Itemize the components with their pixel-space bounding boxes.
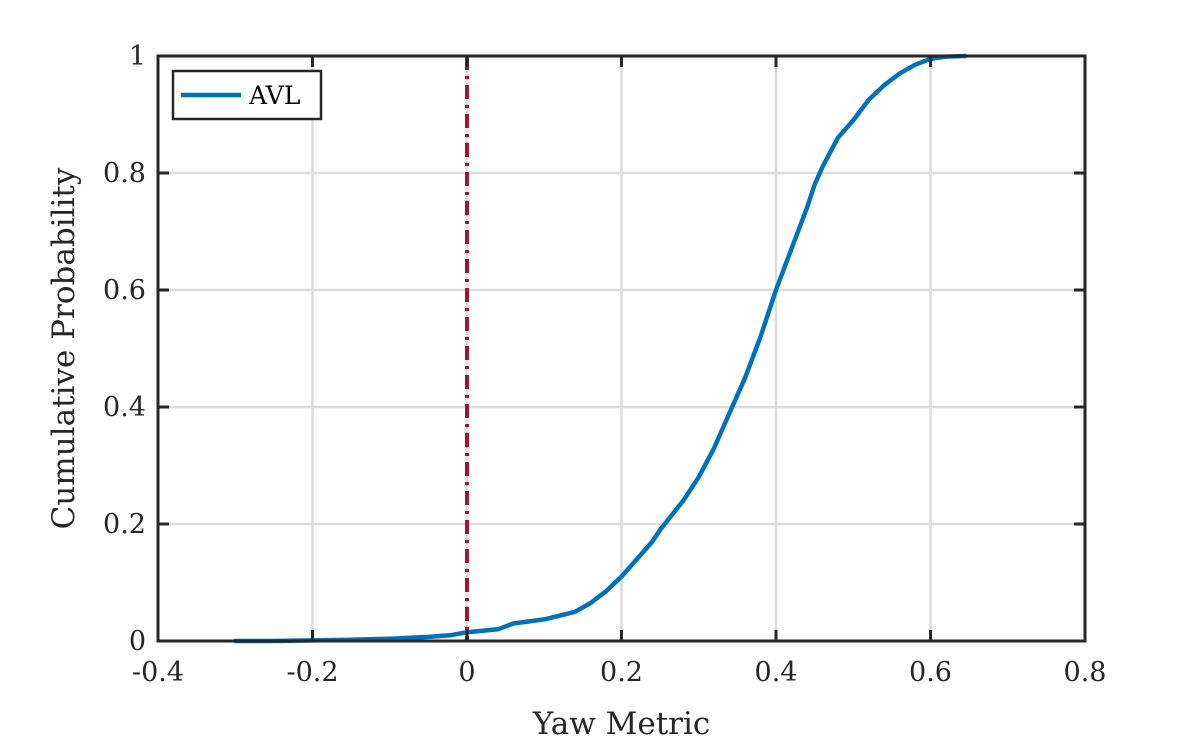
- gridlines: [158, 56, 1085, 641]
- x-tick-label: 0.4: [755, 657, 798, 688]
- x-axis-label: Yaw Metric: [532, 706, 711, 742]
- x-tick-label: -0.2: [286, 657, 338, 688]
- x-tick-label: 0.8: [1064, 657, 1107, 688]
- y-tick-label: 0.2: [103, 509, 146, 540]
- y-tick-label: 1: [129, 41, 146, 72]
- y-axis-label: Cumulative Probability: [46, 167, 82, 529]
- x-tick-label: -0.4: [132, 657, 184, 688]
- y-tick-labels: 0 0.2 0.4 0.6 0.8 1: [103, 41, 146, 657]
- x-tick-label: 0.2: [600, 657, 643, 688]
- x-tick-label: 0.6: [909, 657, 952, 688]
- x-tick-labels: -0.4 -0.2 0 0.2 0.4 0.6 0.8: [132, 657, 1107, 688]
- y-tick-label: 0.6: [103, 275, 146, 306]
- y-tick-label: 0.8: [103, 158, 146, 189]
- series-line-avl: [233, 53, 968, 644]
- y-tick-label: 0: [129, 626, 146, 657]
- legend-label: AVL: [248, 81, 300, 110]
- y-tick-label: 0.4: [103, 392, 146, 423]
- legend: AVL: [171, 69, 323, 121]
- series-lines: [233, 53, 968, 644]
- tick-marks: [156, 54, 1087, 643]
- x-tick-label: 0: [458, 657, 475, 688]
